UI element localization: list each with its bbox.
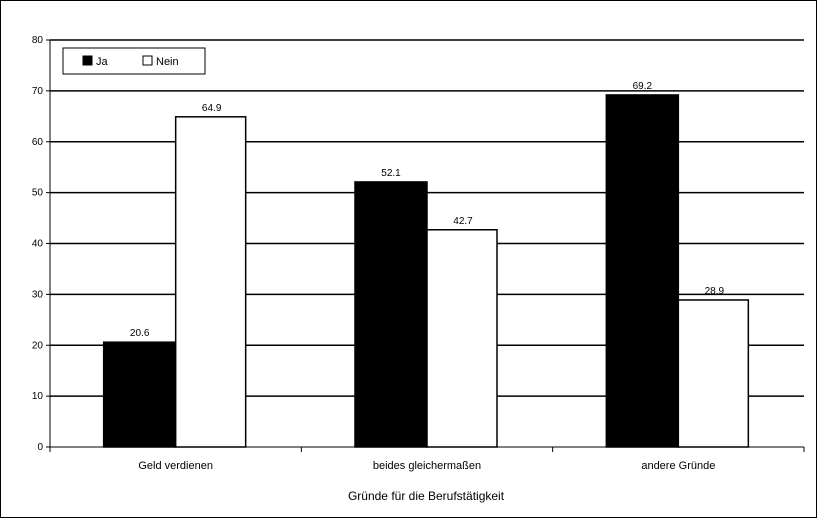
data-label-ja: 69.2: [633, 81, 653, 92]
y-tick-label: 0: [37, 442, 43, 453]
bar-nein: [677, 299, 750, 448]
y-tick-label: 80: [32, 35, 44, 46]
y-tick-label: 50: [32, 188, 44, 199]
data-label-ja: 20.6: [130, 328, 150, 339]
x-axis-title: Gründe für die Berufstätigkeit: [348, 489, 505, 503]
bars: [102, 94, 750, 448]
category-label: andere Gründe: [641, 460, 715, 472]
legend-swatch-nein: [142, 55, 153, 66]
data-label-nein: 42.7: [453, 216, 473, 227]
legend-label-nein: Nein: [156, 56, 179, 68]
labels: 0 10 20 30 40 50 60 70 80 Geld verdienen 20.6 64.9 b…: [32, 35, 725, 472]
bar-ja: [605, 94, 680, 448]
category-label: Geld verdienen: [138, 460, 213, 472]
y-tick-label: 60: [32, 137, 44, 148]
bar-nein: [426, 229, 498, 448]
data-label-nein: 64.9: [202, 103, 222, 114]
legend-label-ja: Ja: [96, 56, 109, 68]
legend-swatch-ja: [82, 55, 93, 66]
bar-ja: [102, 341, 177, 448]
legend: Ja Nein: [62, 47, 206, 75]
data-label-nein: 28.9: [705, 286, 725, 297]
y-tick-label: 40: [32, 239, 44, 250]
bar-nein: [174, 116, 247, 448]
y-tick-label: 30: [32, 289, 44, 300]
y-tick-label: 70: [32, 86, 44, 97]
bar-ja: [354, 181, 428, 448]
y-tick-label: 10: [32, 391, 44, 402]
y-tick-label: 20: [32, 340, 44, 351]
data-label-ja: 52.1: [381, 168, 401, 179]
axes: [46, 39, 805, 452]
category-label: beides gleichermaßen: [373, 460, 481, 472]
